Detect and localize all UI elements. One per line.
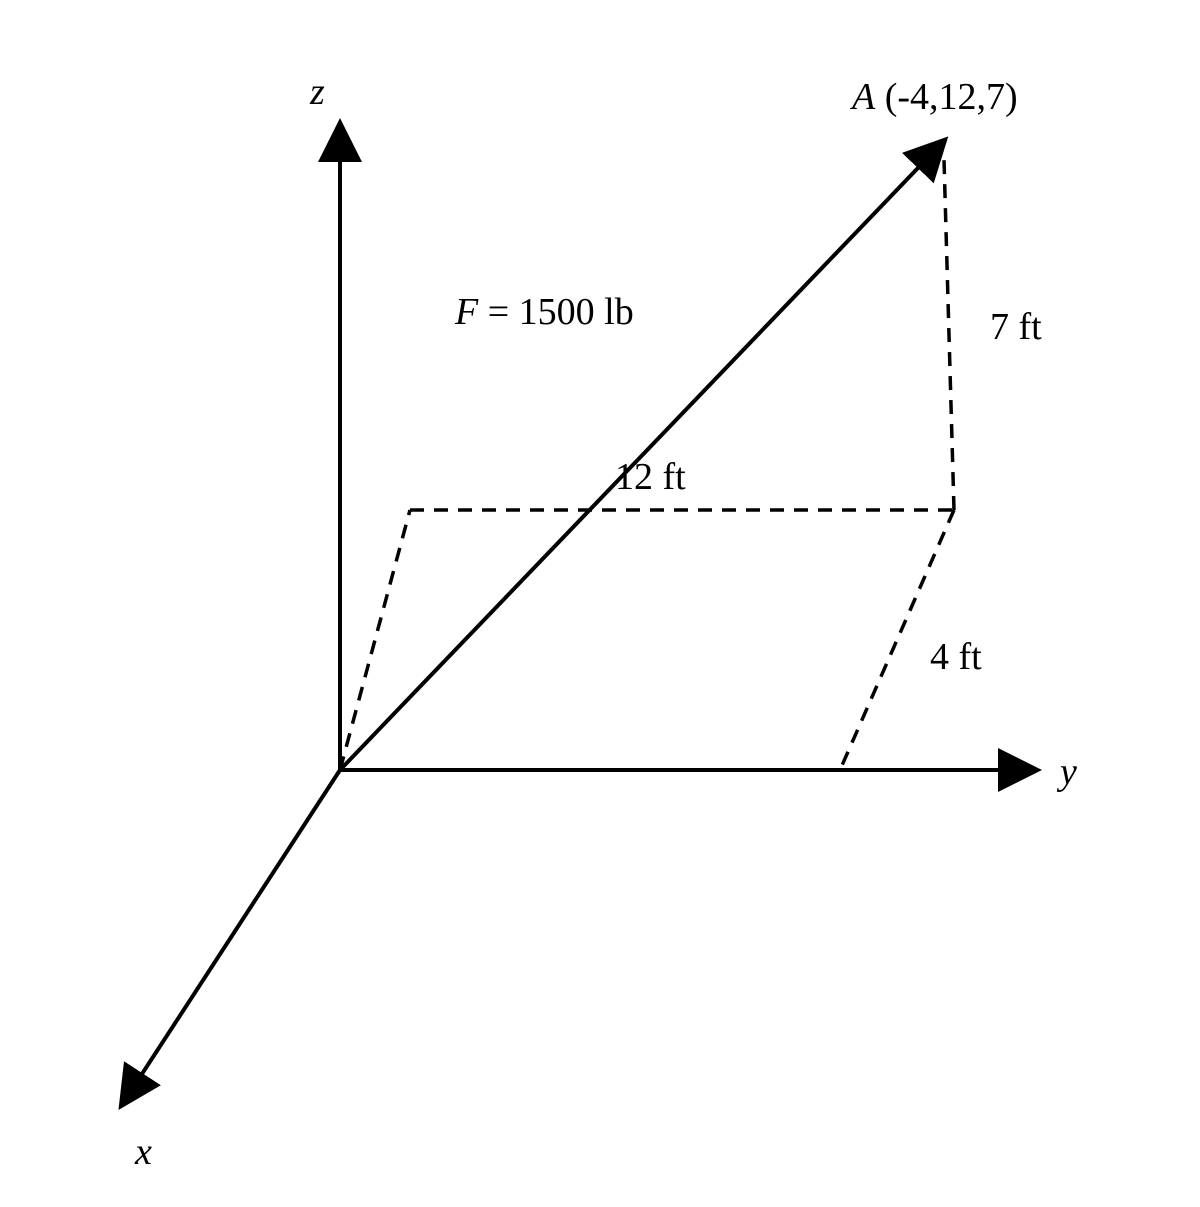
dimension-7ft: 7 ft [990, 305, 1042, 349]
y-axis-label: y [1060, 750, 1077, 794]
vector-diagram [0, 0, 1200, 1207]
force-magnitude-label: F = 1500 lb [455, 290, 634, 334]
coordinate-axes [125, 130, 1030, 1100]
dimension-4ft: 4 ft [930, 635, 982, 679]
dimension-12ft: 12 ft [615, 455, 686, 499]
x-axis-label: x [135, 1130, 152, 1174]
z-axis-label: z [310, 70, 325, 114]
point-a-label: A (-4,12,7) [852, 75, 1018, 119]
